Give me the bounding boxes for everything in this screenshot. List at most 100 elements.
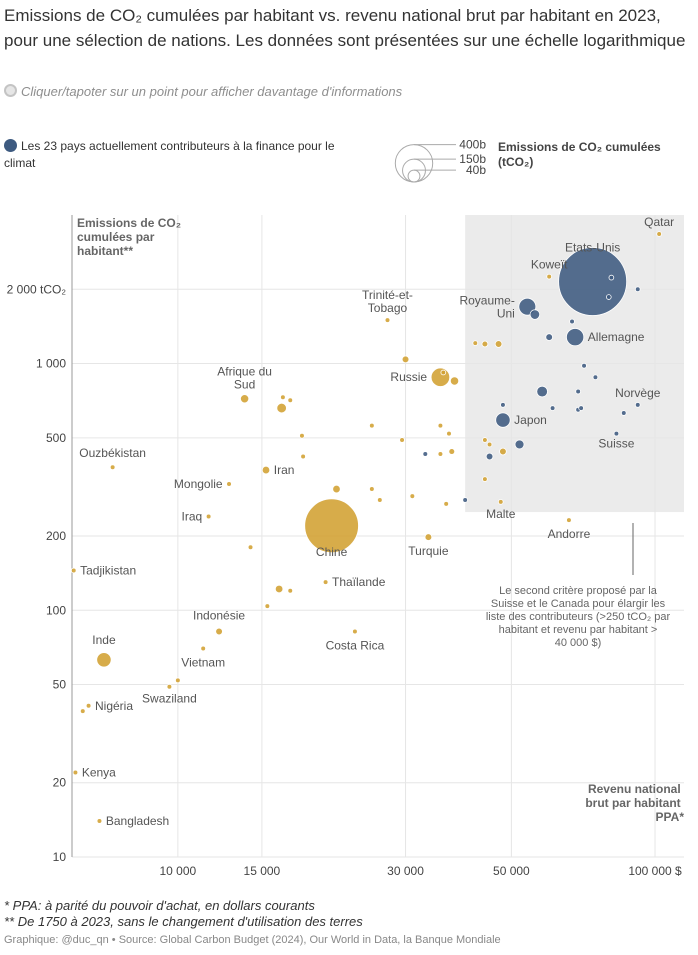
data-point[interactable]	[634, 286, 641, 293]
point-qatar[interactable]	[656, 231, 662, 237]
footnote-period: ** De 1750 à 2023, sans le changement d'…	[4, 914, 363, 929]
point-etats-unis[interactable]	[558, 247, 628, 316]
data-point[interactable]	[482, 476, 488, 482]
data-point[interactable]	[605, 294, 612, 300]
data-point[interactable]	[462, 497, 468, 503]
data-point[interactable]	[481, 340, 489, 348]
data-point[interactable]	[608, 274, 615, 281]
data-point[interactable]	[440, 369, 447, 376]
point-tadjikistan[interactable]	[70, 567, 77, 574]
data-point[interactable]	[369, 422, 375, 429]
point-mongolie[interactable]	[226, 481, 232, 487]
data-point[interactable]	[485, 452, 494, 461]
data-point[interactable]	[274, 584, 284, 594]
data-point[interactable]	[472, 340, 479, 346]
data-point[interactable]	[578, 405, 584, 411]
point-koweit[interactable]	[546, 273, 552, 280]
data-point[interactable]	[377, 497, 383, 503]
point-iraq[interactable]	[205, 513, 212, 520]
source-credit: Graphique: @duc_qn • Source: Global Carb…	[4, 934, 501, 946]
data-point[interactable]	[276, 402, 287, 414]
data-point[interactable]	[514, 439, 525, 450]
data-point[interactable]	[549, 405, 556, 411]
data-point[interactable]	[422, 451, 429, 457]
data-point[interactable]	[287, 587, 294, 594]
data-point[interactable]	[448, 448, 456, 455]
data-point[interactable]	[449, 376, 460, 386]
point-afrique-du-sud[interactable]	[240, 394, 250, 404]
data-point[interactable]	[620, 410, 627, 416]
x-axis-title-line-1: Revenu national	[588, 782, 681, 796]
data-point[interactable]	[247, 544, 254, 551]
label-norvege: Norvège	[615, 386, 661, 400]
data-point[interactable]	[437, 422, 444, 429]
data-point[interactable]	[446, 430, 452, 437]
data-point[interactable]	[592, 374, 599, 381]
y-tick-label: 50	[53, 678, 67, 692]
data-point[interactable]	[287, 397, 294, 404]
y-tick-label: 20	[53, 776, 67, 790]
y-tick-label: 10	[53, 850, 67, 864]
label-layer: Etats-Unis Royaume-Uni Allemagne Japon Suiss…	[79, 215, 674, 828]
scatter-chart: 10 20 50 100 200 500 1 000 2 000 tCO₂ 10 000 15 0…	[7, 215, 684, 878]
label-vietnam: Vietnam	[181, 655, 225, 669]
data-point[interactable]	[443, 501, 449, 507]
point-nigeria[interactable]	[85, 703, 92, 709]
data-point[interactable]	[332, 484, 341, 494]
data-point[interactable]	[280, 394, 286, 401]
point-allemagne[interactable]	[566, 328, 585, 347]
point-andorre[interactable]	[566, 517, 572, 523]
data-point[interactable]	[264, 603, 271, 609]
data-point[interactable]	[399, 437, 405, 443]
point-inde[interactable]	[96, 652, 112, 668]
y-axis-title: Emissions de CO₂ cumulées par habitant**	[77, 216, 184, 258]
data-point[interactable]	[299, 432, 305, 439]
data-point[interactable]	[536, 385, 548, 398]
label-japon: Japon	[514, 413, 547, 427]
point-malte[interactable]	[497, 499, 504, 505]
data-point[interactable]	[409, 493, 416, 499]
point-kenya[interactable]	[72, 769, 79, 776]
data-point[interactable]	[437, 451, 444, 457]
label-turquie: Turquie	[408, 544, 449, 558]
point-russie[interactable]	[430, 367, 451, 387]
point-japon[interactable]	[495, 412, 511, 428]
point-vietnam[interactable]	[200, 645, 206, 652]
point-trinite-et-tobago[interactable]	[384, 317, 391, 323]
data-point[interactable]	[79, 708, 86, 714]
point-thailande[interactable]	[322, 579, 329, 585]
data-point[interactable]	[401, 355, 410, 364]
size-legend-circle	[407, 169, 421, 183]
data-point[interactable]	[499, 447, 507, 456]
point-indonesie[interactable]	[215, 627, 223, 636]
data-point[interactable]	[300, 453, 306, 460]
point-turquie[interactable]	[424, 533, 433, 541]
point-iran[interactable]	[261, 465, 271, 475]
data-point[interactable]	[581, 362, 587, 369]
point-bangladesh[interactable]	[96, 818, 103, 824]
size-legend-label: 40b	[466, 163, 486, 177]
point-costa-rica[interactable]	[352, 628, 358, 635]
label-nigeria: Nigéria	[95, 699, 133, 713]
data-point[interactable]	[175, 677, 181, 684]
x-tick-label: 30 000	[387, 864, 424, 878]
data-point[interactable]	[575, 388, 581, 395]
data-point[interactable]	[569, 318, 575, 325]
data-point[interactable]	[545, 333, 553, 341]
data-point[interactable]	[369, 486, 375, 492]
data-point[interactable]	[486, 441, 493, 448]
label-russie: Russie	[390, 370, 427, 384]
y-tick-label: 200	[46, 529, 66, 543]
label-thailande: Thaïlande	[332, 575, 386, 589]
point-suisse[interactable]	[613, 430, 620, 437]
point-chine[interactable]	[304, 498, 359, 554]
data-point[interactable]	[500, 402, 506, 408]
data-point[interactable]	[494, 340, 503, 348]
point-ouzbekistan[interactable]	[109, 464, 116, 471]
data-point[interactable]	[482, 437, 488, 443]
data-point[interactable]	[529, 309, 541, 320]
contributor-dot-icon	[4, 139, 17, 152]
label-inde: Inde	[92, 633, 116, 647]
point-swaziland[interactable]	[166, 683, 173, 690]
point-norvege[interactable]	[634, 402, 641, 408]
